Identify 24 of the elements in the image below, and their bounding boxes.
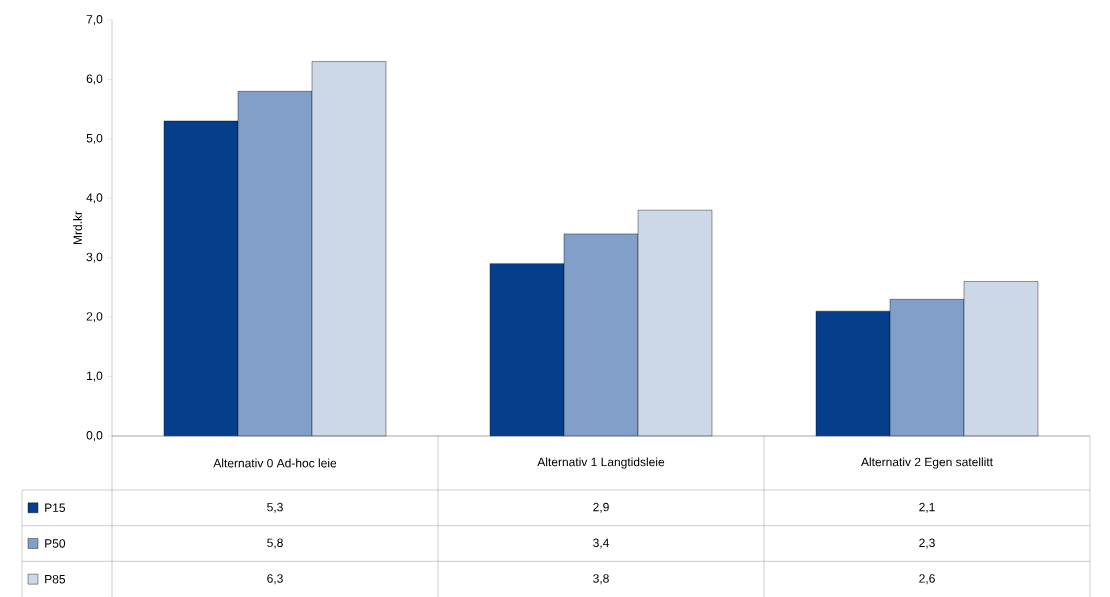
legend-label: P85 [45, 574, 66, 584]
data-label: 3,8 [593, 574, 609, 585]
y-tick-label: 7,0 [86, 15, 103, 25]
x-tick-label: Alternativ 1 Langtidsleie [537, 457, 665, 469]
data-label: 2,1 [919, 502, 935, 513]
data-label: 5,3 [267, 502, 283, 513]
y-tick-label: 1,0 [87, 371, 103, 382]
y-tick-label: 0,0 [86, 431, 103, 441]
y-tick-label: 5,0 [86, 133, 103, 144]
data-label: 2,6 [919, 574, 935, 585]
data-label: 5,8 [267, 538, 283, 549]
y-tick-label: 2,0 [86, 312, 103, 323]
data-label: 3,4 [593, 538, 609, 549]
x-tick-label: Alternativ 0 Ad-hoc leie [213, 458, 337, 468]
x-tick-label: Alternativ 2 Egen satellitt [861, 457, 993, 469]
y-tick-label: 6,0 [86, 74, 103, 85]
data-label: 2,9 [593, 502, 609, 513]
y-tick-label: 4,0 [86, 193, 103, 204]
data-label: 2,3 [919, 538, 935, 549]
y-tick-label: 3,0 [86, 252, 103, 263]
data-label: 6,3 [267, 574, 283, 585]
legend-label: P50 [45, 539, 66, 548]
legend-label: P15 [45, 503, 66, 512]
y-axis-title: Mrd.kr [73, 211, 82, 244]
